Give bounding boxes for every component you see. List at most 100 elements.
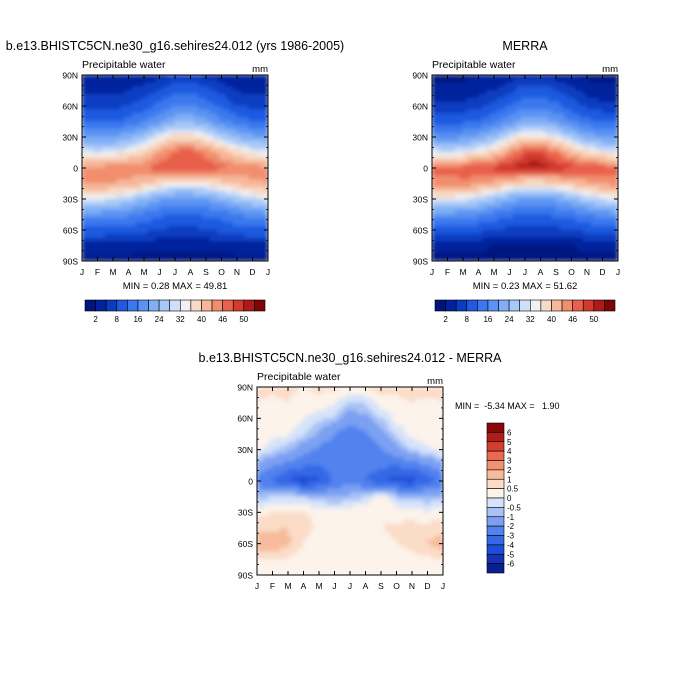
heatmap-cell <box>252 163 257 169</box>
heatmap-cell <box>213 94 218 99</box>
heatmap-cell <box>559 210 565 215</box>
heatmap-cell <box>513 90 518 95</box>
heatmap-cell <box>485 229 491 235</box>
heatmap-cell <box>97 187 102 192</box>
heatmap-cell <box>236 101 242 107</box>
heatmap-cell <box>489 210 495 215</box>
heatmap-cell <box>594 175 599 180</box>
heatmap-cell <box>586 241 592 246</box>
heatmap-cell <box>447 148 452 153</box>
heatmap-cell <box>240 198 246 204</box>
heatmap-cell <box>101 171 106 177</box>
heatmap-cell <box>458 113 464 118</box>
heatmap-cell <box>101 252 106 258</box>
heatmap-cell <box>112 144 118 149</box>
heatmap-cell <box>139 132 145 138</box>
heatmap-cell <box>598 256 603 261</box>
heatmap-cell <box>259 233 265 239</box>
heatmap-cell <box>451 113 456 118</box>
heatmap-cell <box>82 140 87 146</box>
heatmap-cell <box>571 125 576 130</box>
heatmap-cell <box>602 171 607 177</box>
heatmap-cell <box>166 252 172 258</box>
heatmap-cell <box>194 94 199 99</box>
heatmap-cell <box>225 218 230 223</box>
heatmap-cell <box>170 117 176 122</box>
heatmap-cell <box>384 387 390 392</box>
heatmap-cell <box>439 252 444 258</box>
heatmap-cell <box>559 97 565 103</box>
heatmap-cell <box>132 221 137 227</box>
heatmap-cell <box>124 109 129 115</box>
heatmap-cell <box>478 152 483 157</box>
heatmap-cell <box>551 225 557 231</box>
heatmap-cell <box>571 86 576 91</box>
heatmap-cell <box>439 218 444 223</box>
heatmap-cell <box>116 229 122 235</box>
heatmap-cell <box>470 90 475 95</box>
heatmap-cell <box>209 252 215 258</box>
heatmap-cell <box>606 97 611 103</box>
heatmap-cell <box>582 198 588 204</box>
heatmap-cell <box>458 190 464 196</box>
heatmap-cell <box>85 86 91 91</box>
heatmap-cell <box>205 206 211 211</box>
heatmap-cell <box>474 229 479 235</box>
heatmap-cell <box>201 148 207 153</box>
heatmap-cell <box>513 210 518 215</box>
heatmap-cell <box>93 136 98 142</box>
heatmap-cell <box>586 163 592 169</box>
heatmap-cell <box>151 125 156 130</box>
heatmap-cell <box>497 97 503 103</box>
heatmap-cell <box>135 163 141 169</box>
heatmap-cell <box>174 113 180 118</box>
heatmap-cell <box>528 101 534 107</box>
heatmap-cell <box>567 136 572 142</box>
heatmap-cell <box>159 163 164 169</box>
heatmap-cell <box>432 140 437 146</box>
heatmap-cell <box>454 256 460 261</box>
heatmap-cell <box>225 144 230 149</box>
heatmap-cell <box>482 78 487 84</box>
colorbar-box <box>561 299 573 312</box>
heatmap-cell <box>260 398 266 403</box>
heatmap-cell <box>112 198 118 204</box>
heatmap-cell <box>147 113 153 118</box>
heatmap-cell <box>551 198 557 204</box>
heatmap-cell <box>462 156 468 161</box>
heatmap-cell <box>244 198 249 204</box>
heatmap-cell <box>116 221 122 227</box>
heatmap-cell <box>609 148 615 153</box>
heatmap-cell <box>505 175 510 180</box>
heatmap-cell <box>594 245 599 250</box>
heatmap-cell <box>112 183 118 188</box>
heatmap-cell <box>590 156 596 161</box>
heatmap-cell <box>439 194 444 200</box>
heatmap-cell <box>432 90 437 95</box>
heatmap-cell <box>474 225 479 231</box>
heatmap-cell <box>505 148 510 153</box>
heatmap-cell <box>201 221 207 227</box>
heatmap-cell <box>509 198 514 204</box>
heatmap-cell <box>209 132 215 138</box>
heatmap-cell <box>225 233 230 239</box>
heatmap-cell <box>509 202 514 208</box>
heatmap-cell <box>159 237 164 242</box>
heatmap-cell <box>575 218 580 223</box>
heatmap-cell <box>528 132 534 138</box>
heatmap-cell <box>201 117 207 122</box>
heatmap-cell <box>259 229 265 235</box>
heatmap-cell <box>594 128 599 134</box>
heatmap-cell <box>101 198 106 204</box>
heatmap-cell <box>497 214 503 219</box>
heatmap-cell <box>482 218 487 223</box>
heatmap-cell <box>609 214 615 219</box>
heatmap-cell <box>143 94 149 99</box>
heatmap-cell <box>528 252 534 258</box>
heatmap-cell <box>240 249 246 254</box>
heatmap-cell <box>186 128 191 134</box>
colorbar-box <box>127 299 139 312</box>
heatmap-cell <box>228 218 234 223</box>
heatmap-cell <box>228 78 234 84</box>
heatmap-cell <box>252 94 257 99</box>
